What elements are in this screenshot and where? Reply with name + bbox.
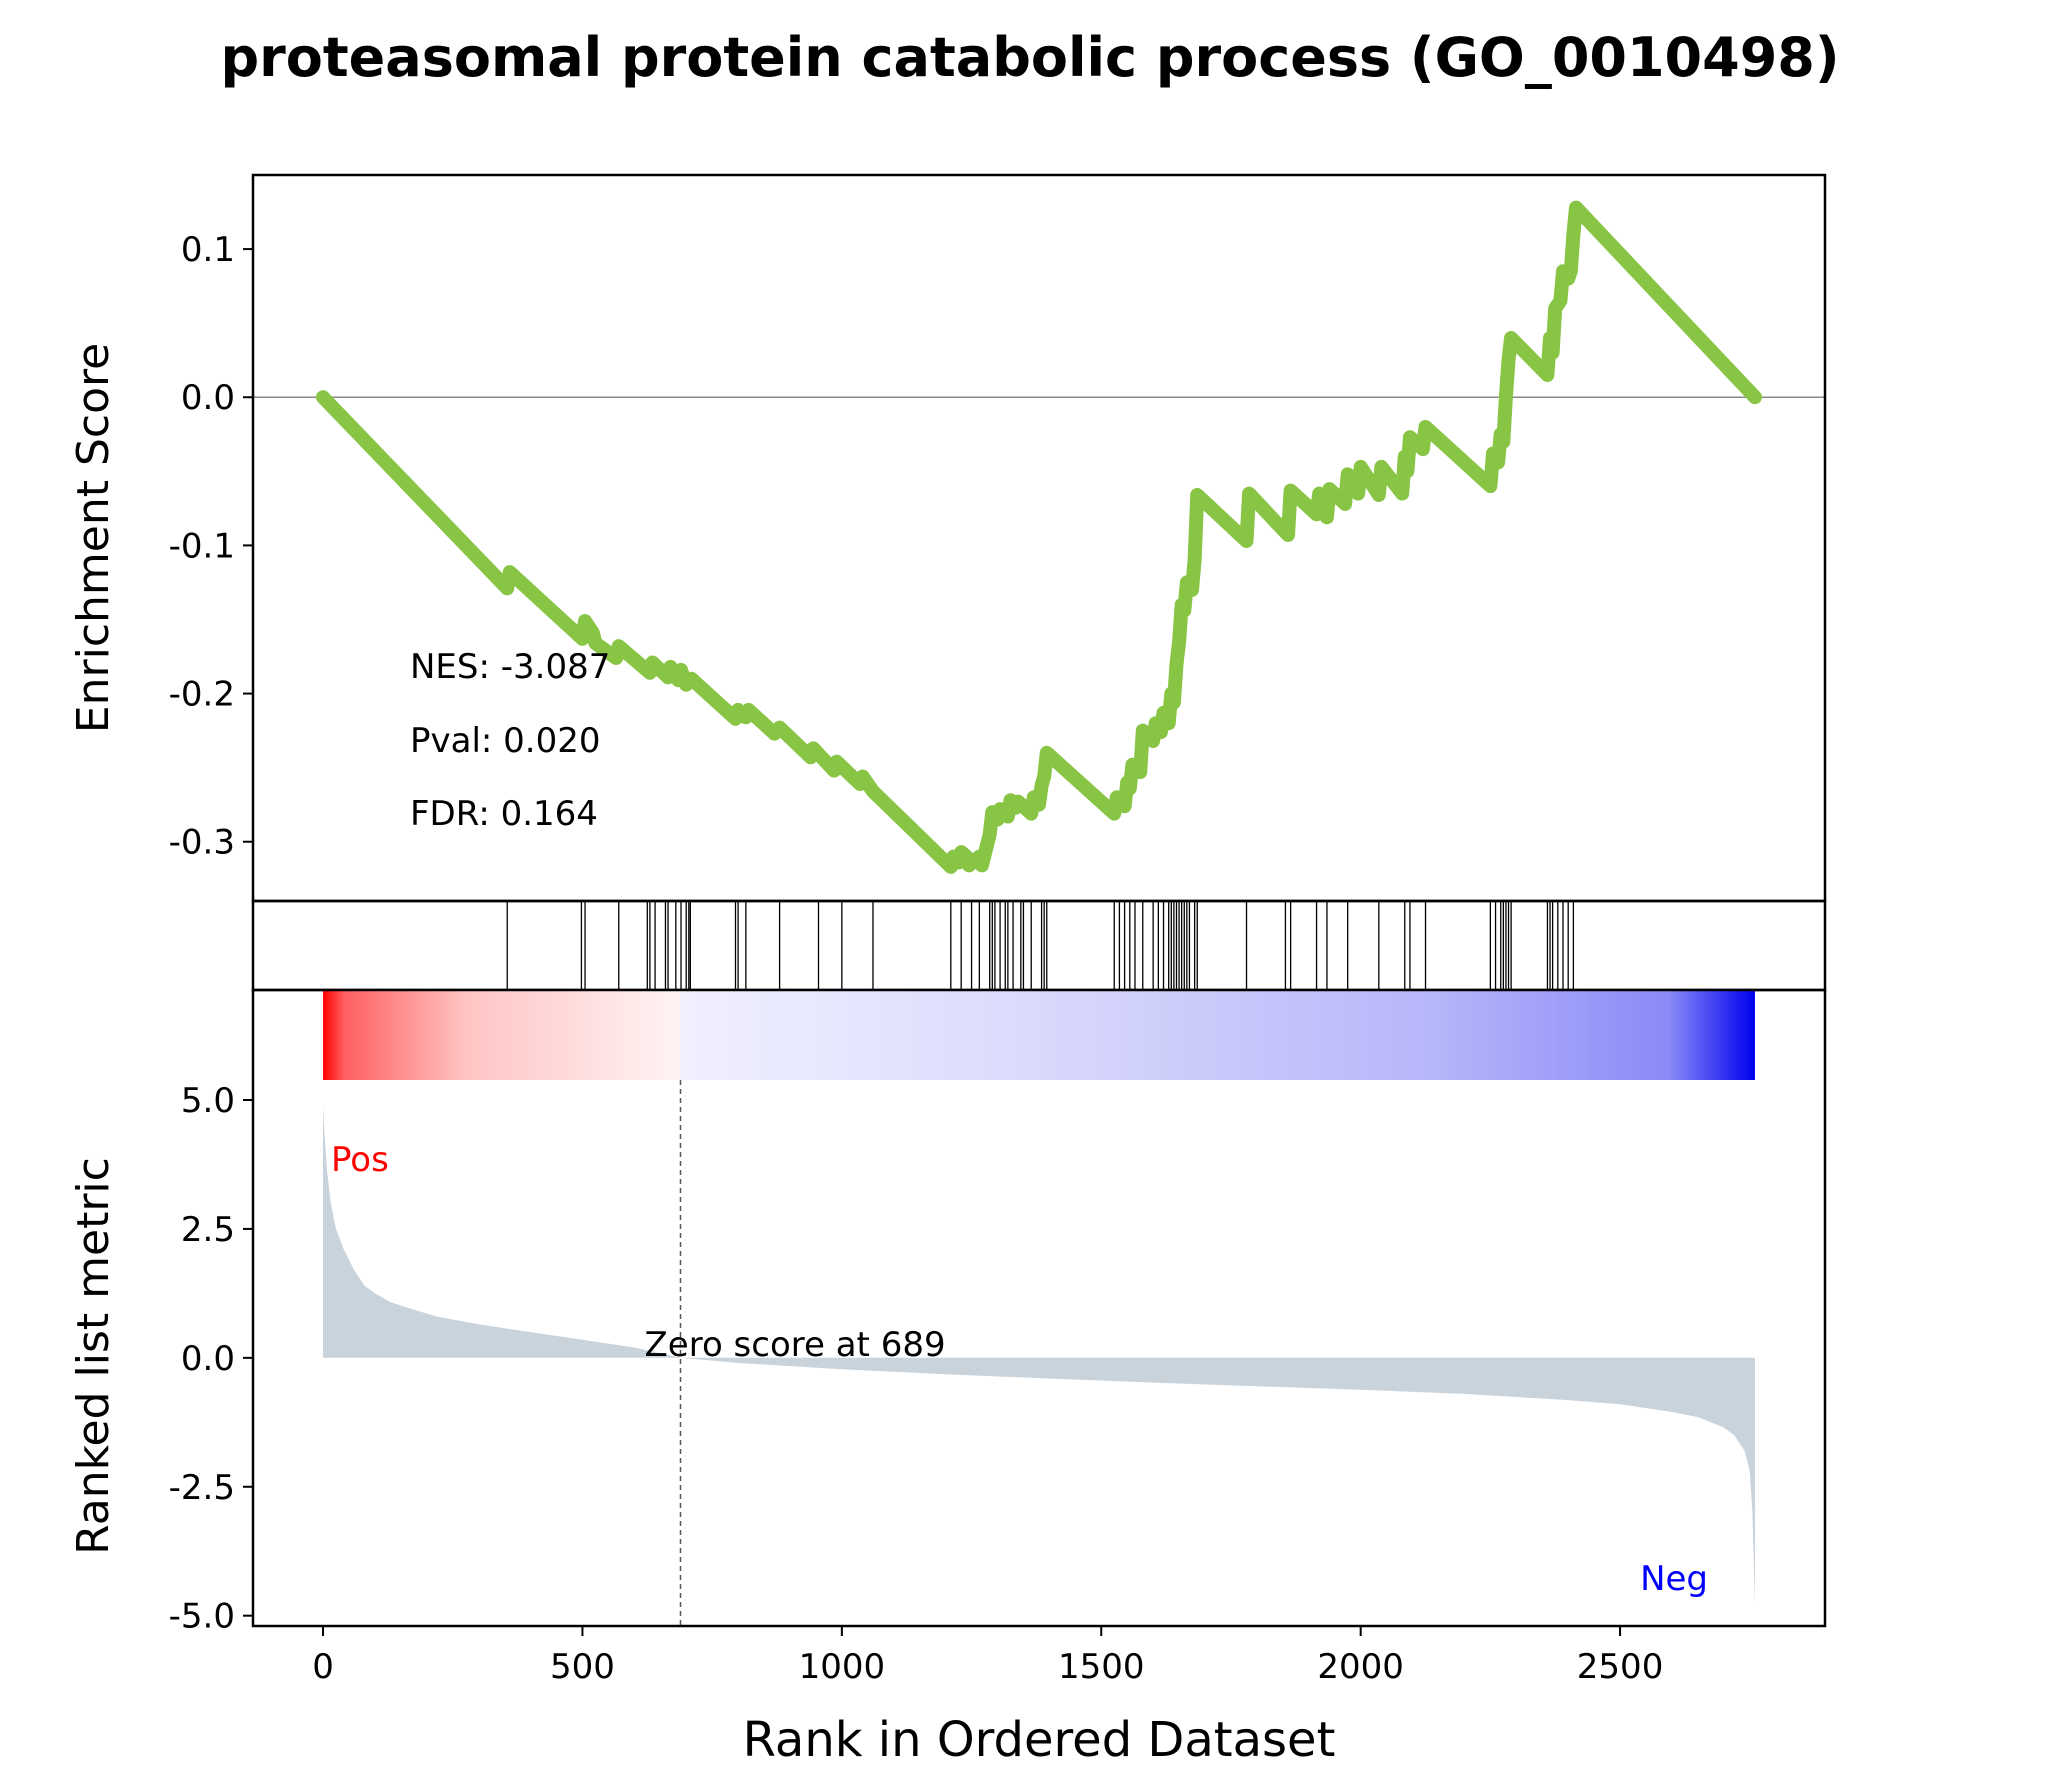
metric-y-axis: 5.0 2.5 0.0 -2.5 -5.0 [169, 1081, 253, 1637]
zero-score-label: Zero score at 689 [645, 1325, 946, 1365]
metric-ylabel: Ranked list metric [68, 1157, 119, 1555]
metric-ytick-label: 0.0 [181, 1339, 235, 1379]
es-ytick-label: -0.3 [169, 823, 235, 863]
colorbar-positive [323, 990, 681, 1080]
metric-frame [251, 988, 1827, 1628]
es-y-axis: 0.1 0.0 -0.1 -0.2 -0.3 [169, 230, 253, 863]
x-tick-label: 1500 [1058, 1647, 1145, 1687]
fdr-label: FDR: 0.164 [410, 794, 598, 834]
chart-title: proteasomal protein catabolic process (G… [220, 26, 1839, 89]
metric-ytick-label: 2.5 [181, 1210, 235, 1250]
nes-label: NES: -3.087 [410, 647, 610, 687]
es-ytick-label: 0.1 [181, 230, 235, 270]
hits-panel [251, 899, 1827, 992]
metric-area [323, 1105, 1755, 1606]
x-tick-label: 2500 [1577, 1647, 1664, 1687]
x-tick-label: 1000 [799, 1647, 886, 1687]
es-ytick-label: -0.2 [169, 675, 235, 715]
metric-panel: Zero score at 689 Pos Neg 5.0 2.5 0.0 -2.5 -… [68, 988, 1827, 1637]
es-ylabel: Enrichment Score [68, 343, 119, 733]
es-ytick-label: 0.0 [181, 378, 235, 418]
es-line [316, 200, 1762, 874]
x-axis-label: Rank in Ordered Dataset [743, 1712, 1336, 1768]
x-tick-label: 500 [550, 1647, 615, 1687]
hits-frame [251, 899, 1827, 992]
pos-label: Pos [331, 1140, 389, 1180]
enrichment-panel: NES: -3.087 Pval: 0.020 FDR: 0.164 0.10.… [68, 173, 1827, 903]
metric-ytick-label: 5.0 [181, 1081, 235, 1121]
metric-ytick-label: -5.0 [169, 1597, 235, 1637]
x-axis: 0 500 1000 1500 2000 2500 [312, 1626, 1663, 1687]
es-ytick-label: -0.1 [169, 526, 235, 566]
pval-label: Pval: 0.020 [410, 721, 601, 761]
neg-label: Neg [1640, 1559, 1708, 1599]
colorbar-negative [680, 990, 1755, 1080]
x-tick-label: 0 [312, 1647, 334, 1687]
rank-colorbar [323, 990, 1755, 1080]
x-tick-label: 2000 [1317, 1647, 1404, 1687]
hit-lines [506, 901, 1575, 990]
metric-ytick-label: -2.5 [169, 1468, 235, 1508]
